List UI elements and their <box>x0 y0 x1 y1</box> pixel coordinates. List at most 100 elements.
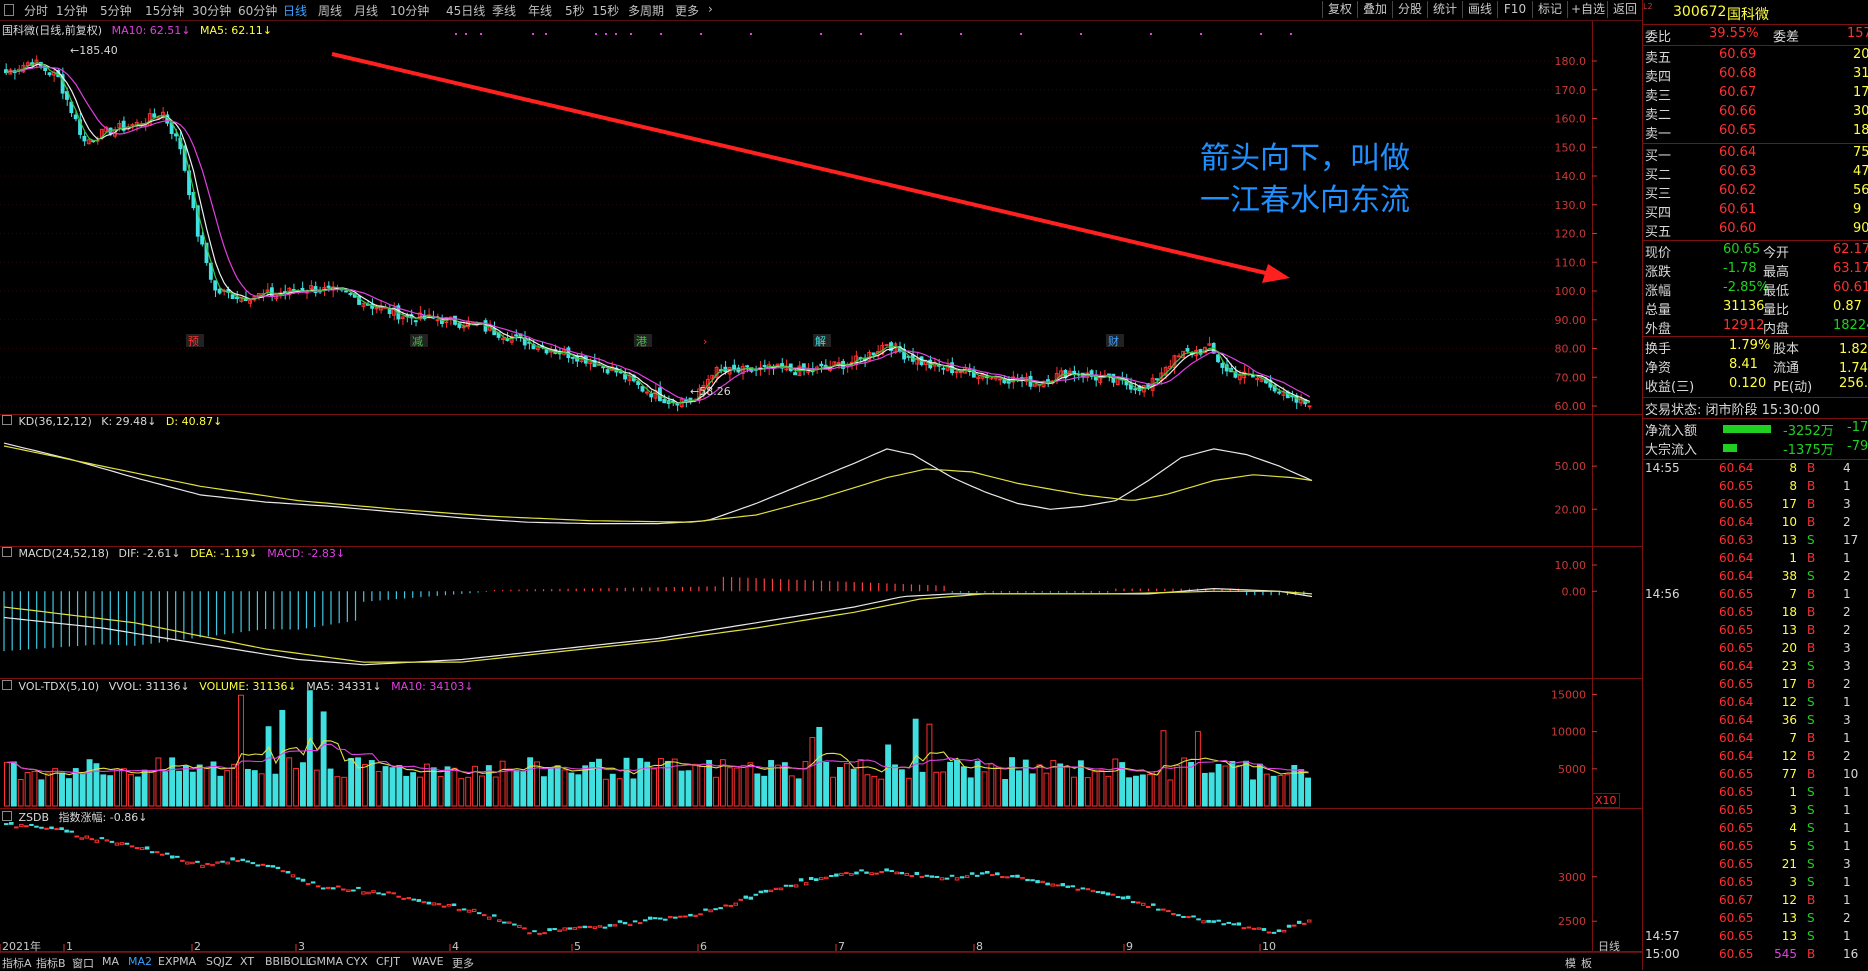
candle-body <box>1233 371 1238 378</box>
vol-name: VOL-TDX(5,10) <box>18 680 100 693</box>
candle-body <box>361 302 366 307</box>
period-tab-13[interactable]: 5秒 <box>565 4 585 18</box>
tool-button-8[interactable]: 返回 <box>1607 1 1642 18</box>
tool-button-5[interactable]: F10 <box>1497 1 1532 18</box>
candle-body <box>413 320 418 323</box>
stat-row-3: 总量 31136 量比 0.87 <box>1645 299 1862 318</box>
event-badge[interactable]: 财 <box>1108 334 1119 348</box>
event-badge[interactable]: 解 <box>815 334 826 348</box>
period-tab-2[interactable]: 5分钟 <box>100 4 132 18</box>
event-badge-bg[interactable] <box>634 334 652 347</box>
period-tab-1[interactable]: 1分钟 <box>56 4 88 18</box>
period-tab-10[interactable]: 45日线 <box>446 4 486 18</box>
candle-body <box>640 386 645 392</box>
event-badge-bg[interactable] <box>813 334 831 347</box>
board-tab[interactable]: 板 <box>1581 957 1592 970</box>
time-axis-label: 7 <box>838 940 845 952</box>
event-badge[interactable]: 预 <box>188 335 199 348</box>
candle-body <box>1089 370 1094 377</box>
flow-row-0: 净流入额 -3252万 -17 <box>1645 420 1868 439</box>
period-tab-8[interactable]: 月线 <box>354 4 379 18</box>
tool-button-7[interactable]: +自选 <box>1567 1 1608 18</box>
indicator-tab-0[interactable]: 指标A <box>2 957 32 970</box>
event-badge[interactable]: 减 <box>412 335 423 348</box>
indicator-tab-5[interactable]: EXPMA <box>158 955 197 968</box>
tick-row: 60.64 1 B 1 <box>1719 551 1851 565</box>
more-chevron-icon[interactable]: › <box>708 2 713 16</box>
candle-body <box>400 316 405 320</box>
tool-button-3[interactable]: 统计 <box>1427 1 1462 18</box>
zsdb-name: ZSDB <box>18 811 50 824</box>
ask-row-1: 卖四 60.68 31 <box>1645 66 1868 85</box>
indicator-tab-8[interactable]: BBIBOLL <box>265 955 312 968</box>
period-tab-3[interactable]: 15分钟 <box>145 4 185 18</box>
indicator-tab-13[interactable]: 更多 <box>452 957 474 970</box>
indicator-tab-1[interactable]: 指标B <box>36 957 66 970</box>
candlestick-chart-area[interactable]: 180.0170.0160.0150.0140.0130.0120.0110.0… <box>0 21 1642 952</box>
candle-body <box>509 336 514 343</box>
period-tab-6[interactable]: 日线 <box>283 4 308 18</box>
tick-row: 15:00 60.65 545 B 16 <box>1645 947 1859 961</box>
indicator-tab-11[interactable]: CFJT <box>376 955 400 968</box>
event-badge[interactable]: 港 <box>636 335 647 348</box>
candle-body <box>418 312 423 320</box>
kd-name: KD(36,12,12) <box>18 415 92 428</box>
kd-k-line <box>3 442 1313 525</box>
kd-d-value: D: 40.87 <box>165 415 214 428</box>
price-tick-label: 60.00 <box>1555 400 1587 413</box>
zsdb-indicator-icon <box>2 811 12 821</box>
tool-button-4[interactable]: 画线 <box>1462 1 1497 18</box>
candle-body <box>1216 354 1220 363</box>
period-toolbar: 分时 1分钟 5分钟 15分钟 30分钟 60分钟 日线 周线 月线 10分钟 45日线 季线 年线 5秒… <box>0 0 1642 21</box>
time-axis-label: 2 <box>194 940 201 952</box>
candle-body <box>309 285 314 290</box>
price-tick-label: 120.0 <box>1555 228 1587 241</box>
kd-tick-label: 20.00 <box>1555 503 1587 516</box>
tick-row: 60.65 20 B 3 <box>1719 641 1851 655</box>
tool-button-2[interactable]: 分股 <box>1392 1 1427 18</box>
price-tick-label: 70.00 <box>1555 371 1587 384</box>
indicator-tab-10[interactable]: CYX <box>346 955 368 968</box>
period-tab-5[interactable]: 60分钟 <box>238 4 278 18</box>
candle-body <box>971 369 976 378</box>
indicator-tab-7[interactable]: XT <box>240 955 255 968</box>
tool-button-1[interactable]: 叠加 <box>1357 1 1392 18</box>
event-small-mark: › <box>703 335 707 348</box>
vol-unit-badge: X10 <box>1592 793 1620 808</box>
indicator-tab-9[interactable]: GMMA <box>308 955 344 968</box>
tick-row: 60.65 17 B 2 <box>1719 677 1851 691</box>
indicator-tab-4[interactable]: MA2 <box>128 955 153 968</box>
zsdb-tick-label: 3000 <box>1558 871 1586 884</box>
candle-body <box>174 133 178 137</box>
indicator-tab-2[interactable]: 窗口 <box>72 957 94 970</box>
ma3-line <box>6 62 1310 405</box>
time-axis-label: 6 <box>700 940 707 952</box>
kd-tick-label: 50.00 <box>1555 460 1587 473</box>
period-tab-16[interactable]: 更多 <box>675 4 700 18</box>
period-tab-0[interactable]: 分时 <box>24 4 49 18</box>
indicator-tab-12[interactable]: WAVE <box>412 955 444 968</box>
period-label[interactable]: 日线 <box>1598 939 1620 952</box>
event-badge-bg[interactable] <box>186 334 204 347</box>
tick-row: 14:57 60.65 13 S 1 <box>1645 929 1851 943</box>
template-tab[interactable]: 模 <box>1565 957 1576 970</box>
period-tab-9[interactable]: 10分钟 <box>390 4 430 18</box>
candle-body <box>65 91 69 100</box>
tool-button-6[interactable]: 标记 <box>1532 1 1567 18</box>
period-tab-15[interactable]: 多周期 <box>628 4 665 18</box>
tool-button-0[interactable]: 复权 <box>1322 1 1357 18</box>
period-tab-12[interactable]: 年线 <box>528 4 553 18</box>
period-tab-14[interactable]: 15秒 <box>592 4 620 18</box>
event-badge-bg[interactable] <box>1106 334 1124 347</box>
period-tab-11[interactable]: 季线 <box>492 4 517 18</box>
indicator-tab-3[interactable]: MA <box>102 955 120 968</box>
candle-body <box>570 356 575 359</box>
stock-header: L2 300672 国科微 <box>1643 2 1868 23</box>
period-tab-4[interactable]: 30分钟 <box>192 4 232 18</box>
event-badge-bg[interactable] <box>410 334 428 347</box>
indicator-tab-6[interactable]: SQJZ <box>206 955 233 968</box>
vol-tick-label: 10000 <box>1551 726 1586 739</box>
level-badge: L2 <box>1643 2 1653 11</box>
period-tab-7[interactable]: 周线 <box>318 4 343 18</box>
